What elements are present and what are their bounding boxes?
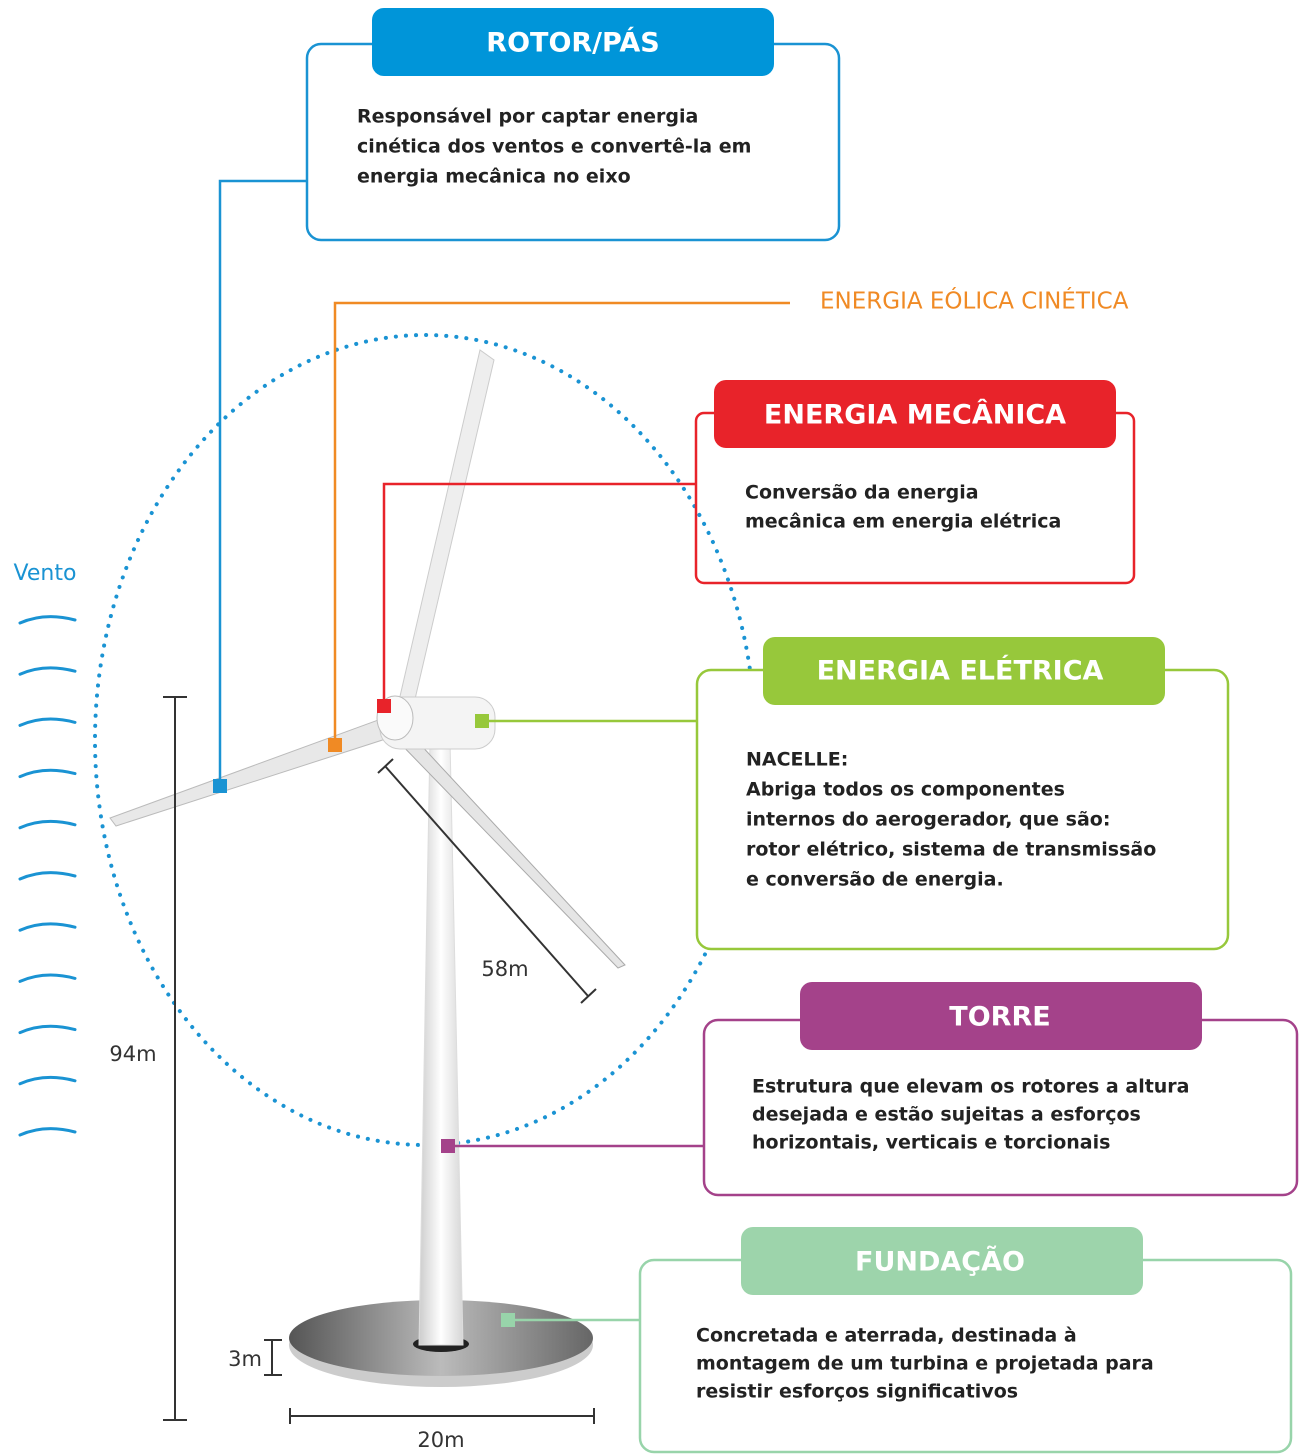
pill bbox=[800, 982, 1202, 1050]
dimension-label: 94m bbox=[109, 1042, 156, 1066]
text-line: Abriga todos os componentes bbox=[746, 779, 1065, 801]
label: ENERGIA EÓLICA CINÉTICA bbox=[820, 287, 1129, 315]
wave bbox=[18, 973, 77, 983]
dimension-lines bbox=[163, 696, 597, 1424]
pill bbox=[372, 8, 774, 76]
text-block: Conversão da energia mecânica em energia … bbox=[745, 482, 1061, 533]
text-block: NACELLE: Abriga todos os componentes inter… bbox=[746, 749, 1156, 891]
dimension-label: 58m bbox=[481, 957, 528, 981]
text-line: internos do aerogerador, que são: bbox=[746, 809, 1110, 831]
turbine bbox=[109, 349, 626, 1387]
pill bbox=[714, 380, 1116, 448]
text-line: mecânica em energia elétrica bbox=[745, 511, 1061, 533]
text-line: cinética dos ventos e convertê-la em bbox=[357, 136, 751, 158]
wave bbox=[18, 615, 77, 625]
box-title: FUNDAÇÃO bbox=[855, 1246, 1025, 1278]
marker bbox=[328, 738, 342, 752]
text-line: rotor elétrico, sistema de transmissão bbox=[746, 839, 1156, 861]
wave bbox=[18, 1024, 77, 1035]
text-line: Responsável por captar energia bbox=[357, 106, 698, 128]
text-block: Estrutura que elevam os rotores a altura… bbox=[752, 1076, 1190, 1154]
wind-waves bbox=[18, 615, 77, 1137]
text-line: NACELLE: bbox=[746, 749, 848, 771]
wave bbox=[18, 1127, 77, 1137]
text-line: horizontais, verticais e torcionais bbox=[752, 1132, 1110, 1154]
connector bbox=[333, 301, 790, 745]
dimension-label: 20m bbox=[417, 1428, 464, 1452]
dimension-label: 3m bbox=[228, 1347, 262, 1371]
text-line: Conversão da energia bbox=[745, 482, 979, 504]
text-line: Estrutura que elevam os rotores a altura bbox=[752, 1076, 1190, 1098]
text-block: Responsável por captar energia cinética d… bbox=[357, 106, 751, 188]
wave bbox=[18, 717, 77, 727]
pill bbox=[763, 637, 1165, 705]
wave bbox=[18, 768, 77, 779]
box-title: TORRE bbox=[949, 1002, 1050, 1033]
text-line: e conversão de energia. bbox=[746, 869, 1004, 891]
text-line: desejada e estão sujeitas a esforços bbox=[752, 1104, 1141, 1126]
marker bbox=[501, 1313, 515, 1327]
marker bbox=[377, 699, 391, 713]
connector bbox=[218, 179, 307, 786]
wave bbox=[18, 1075, 77, 1086]
wind-label: Vento bbox=[14, 561, 77, 586]
marker bbox=[213, 779, 227, 793]
wave bbox=[18, 666, 77, 676]
text-line: montagem de um turbina e projetada para bbox=[696, 1353, 1154, 1375]
text-line: energia mecânica no eixo bbox=[357, 166, 631, 188]
box-title: ENERGIA MECÂNICA bbox=[764, 399, 1066, 431]
text-line: resistir esforços significativos bbox=[696, 1381, 1018, 1403]
text-block: Concretada e aterrada, destinada à montag… bbox=[696, 1325, 1154, 1403]
wave bbox=[18, 922, 77, 932]
wave bbox=[18, 819, 77, 830]
pill bbox=[741, 1227, 1143, 1295]
marker bbox=[441, 1139, 455, 1153]
wave bbox=[18, 871, 77, 881]
text-line: Concretada e aterrada, destinada à bbox=[696, 1325, 1077, 1347]
connector bbox=[382, 482, 696, 705]
box-title: ROTOR/PÁS bbox=[486, 27, 659, 59]
box-title: ENERGIA ELÉTRICA bbox=[817, 655, 1104, 687]
marker bbox=[475, 714, 489, 728]
